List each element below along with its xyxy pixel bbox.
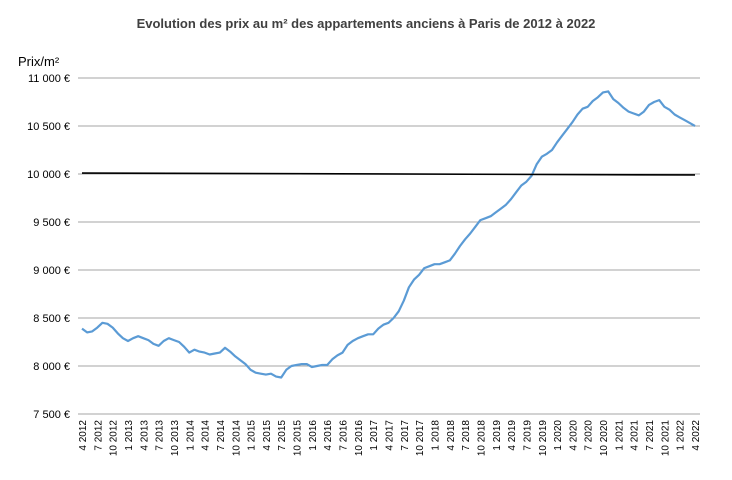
- x-tick-label: 4 2013: [139, 420, 150, 451]
- y-tick-label: 7 500 €: [33, 409, 70, 421]
- x-tick-label: 7 2013: [155, 420, 166, 451]
- x-tick-label: 7 2020: [584, 420, 595, 451]
- x-tick-label: 4 2017: [385, 420, 396, 451]
- chart-title: Evolution des prix au m² des appartement…: [136, 16, 596, 31]
- x-tick-label: 4 2020: [568, 420, 579, 451]
- x-tick-label: 1 2019: [492, 420, 503, 451]
- x-tick-label: 10 2019: [538, 420, 549, 457]
- x-tick-label: 10 2015: [293, 420, 304, 457]
- x-tick-label: 1 2020: [553, 420, 564, 451]
- x-tick-label: 7 2016: [339, 420, 350, 451]
- x-tick-label: 4 2015: [262, 420, 273, 451]
- x-tick-label: 10 2012: [109, 420, 120, 457]
- y-axis-label: Prix/m²: [18, 54, 60, 69]
- x-tick-label: 1 2016: [308, 420, 319, 451]
- x-tick-label: 1 2014: [185, 420, 196, 451]
- x-tick-label: 7 2019: [522, 420, 533, 451]
- x-tick-label: 4 2018: [446, 420, 457, 451]
- x-tick-label: 10 2020: [599, 420, 610, 457]
- y-tick-label: 10 500 €: [27, 121, 70, 133]
- x-tick-label: 4 2012: [78, 420, 89, 451]
- x-tick-label: 10 2021: [660, 420, 671, 457]
- x-tick-label: 7 2012: [93, 420, 104, 451]
- x-tick-label: 7 2017: [400, 420, 411, 451]
- x-tick-label: 7 2015: [277, 420, 288, 451]
- x-tick-label: 4 2022: [691, 420, 702, 451]
- x-tick-label: 1 2017: [369, 420, 380, 451]
- x-tick-label: 4 2014: [201, 420, 212, 451]
- y-tick-label: 10 000 €: [27, 169, 70, 181]
- x-tick-label: 1 2021: [614, 420, 625, 451]
- y-tick-label: 9 000 €: [33, 265, 70, 277]
- price-series-line: [81, 90, 696, 379]
- x-tick-label: 7 2018: [461, 420, 472, 451]
- x-tick-label: 1 2015: [247, 420, 258, 451]
- x-tick-label: 10 2014: [231, 420, 242, 457]
- x-tick-label: 4 2021: [630, 420, 641, 451]
- y-tick-label: 11 000 €: [28, 73, 70, 85]
- x-tick-label: 10 2013: [170, 420, 181, 457]
- x-tick-label: 1 2018: [430, 420, 441, 451]
- y-tick-label: 8 500 €: [33, 313, 70, 325]
- x-tick-label: 1 2022: [676, 420, 687, 451]
- x-tick-label: 10 2016: [354, 420, 365, 457]
- x-tick-label: 4 2019: [507, 420, 518, 451]
- x-tick-label: 1 2013: [124, 420, 135, 451]
- reference-line: [81, 172, 696, 176]
- x-tick-label: 4 2016: [323, 420, 334, 451]
- y-tick-label: 9 500 €: [33, 217, 70, 229]
- x-tick-label: 10 2017: [415, 420, 426, 457]
- x-tick-label: 7 2014: [216, 420, 227, 451]
- y-tick-label: 8 000 €: [33, 361, 70, 373]
- x-tick-label: 10 2018: [476, 420, 487, 457]
- x-tick-label: 7 2021: [645, 420, 656, 451]
